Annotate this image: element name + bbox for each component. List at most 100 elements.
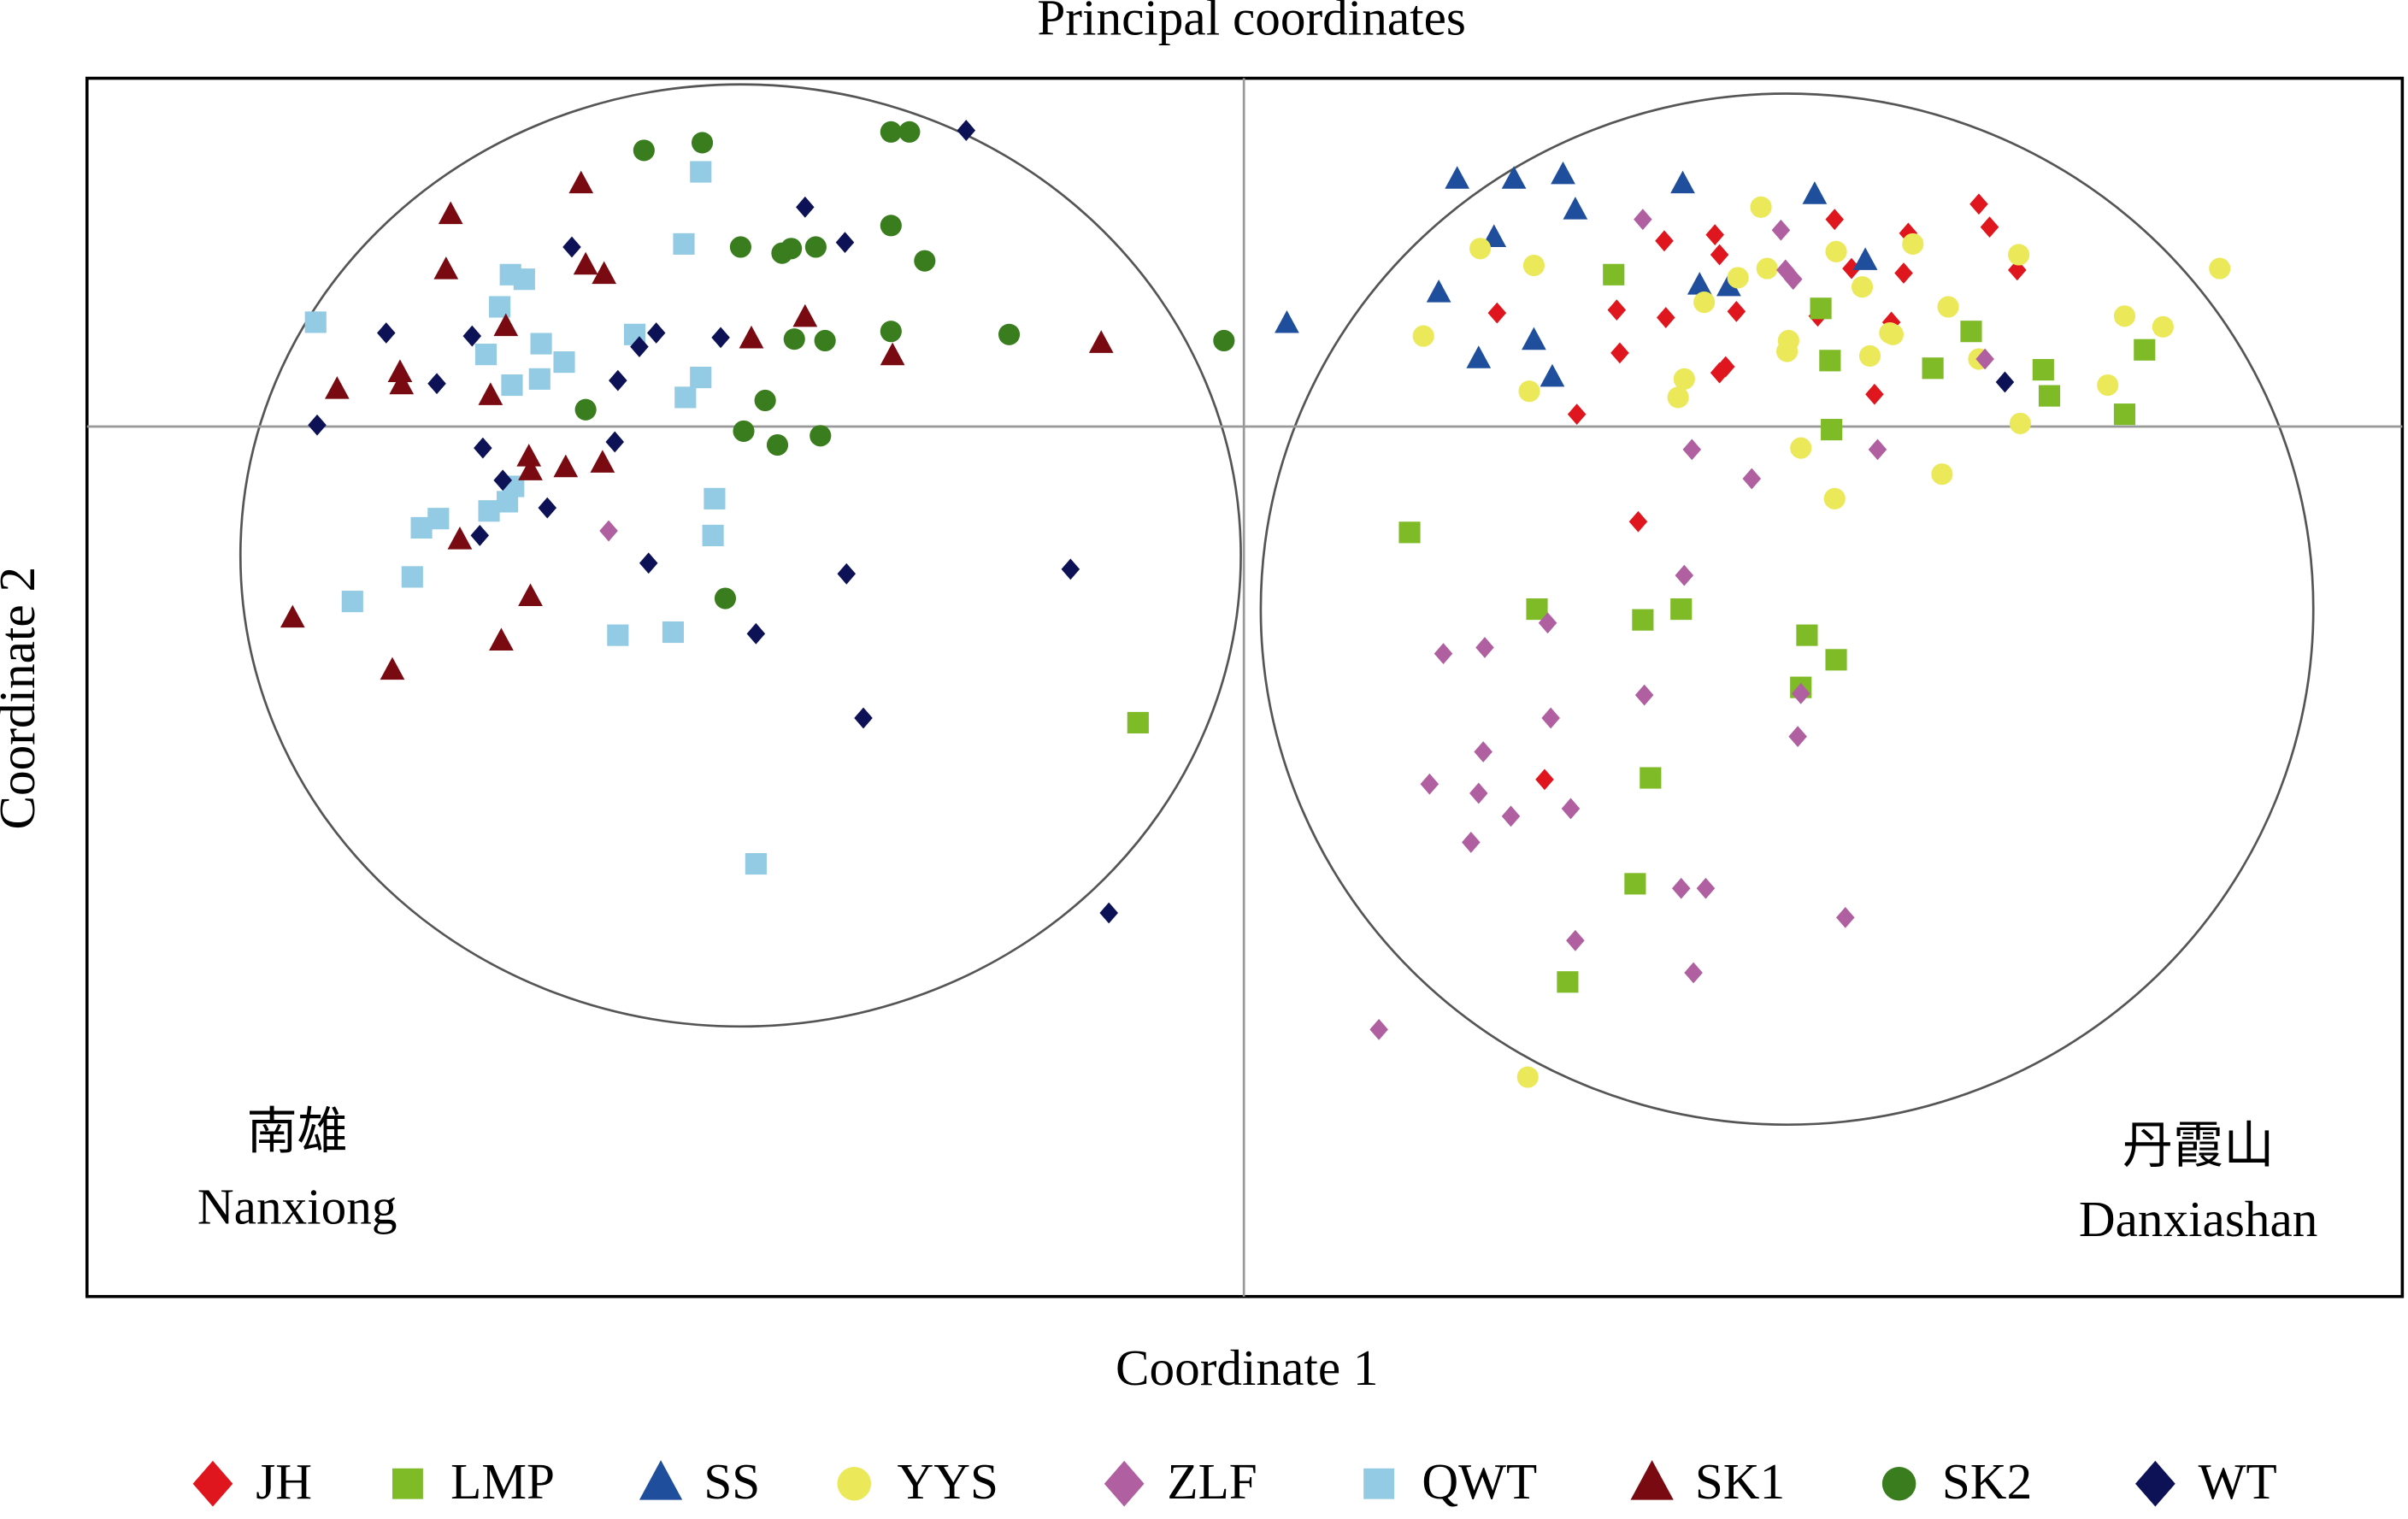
data-point bbox=[1922, 357, 1944, 380]
data-point bbox=[1796, 624, 1818, 646]
legend-marker bbox=[837, 1466, 871, 1501]
data-point bbox=[518, 457, 543, 480]
data-point bbox=[1632, 609, 1654, 631]
data-point bbox=[304, 311, 327, 333]
data-point bbox=[835, 232, 855, 253]
data-point bbox=[745, 852, 767, 875]
data-point bbox=[474, 437, 492, 459]
data-point bbox=[1412, 325, 1434, 347]
data-point bbox=[380, 656, 405, 680]
data-point bbox=[1561, 798, 1581, 820]
data-point bbox=[1426, 280, 1451, 303]
data-point bbox=[280, 604, 305, 628]
data-point bbox=[1790, 437, 1812, 459]
data-point bbox=[1469, 782, 1488, 804]
data-point bbox=[998, 323, 1021, 345]
data-point bbox=[2152, 315, 2174, 338]
data-point bbox=[1693, 291, 1716, 314]
group-ellipse bbox=[238, 83, 1242, 1028]
data-point bbox=[1969, 193, 1988, 215]
data-point bbox=[1522, 254, 1545, 277]
data-point bbox=[729, 236, 751, 258]
data-point bbox=[1995, 371, 2015, 393]
data-point bbox=[474, 344, 497, 366]
data-point bbox=[662, 621, 685, 644]
data-point bbox=[1716, 273, 1741, 297]
data-point bbox=[898, 121, 921, 143]
data-point bbox=[1776, 340, 1799, 362]
data-point bbox=[433, 256, 459, 280]
data-point bbox=[553, 351, 575, 374]
data-point bbox=[1960, 321, 1982, 343]
data-point bbox=[1516, 1066, 1539, 1088]
data-point bbox=[854, 707, 873, 729]
data-point bbox=[478, 382, 503, 405]
data-point bbox=[1603, 263, 1625, 286]
data-point bbox=[1398, 521, 1421, 544]
data-point bbox=[1501, 166, 1527, 189]
data-point bbox=[497, 491, 519, 513]
data-point bbox=[1825, 649, 1847, 671]
data-point bbox=[630, 336, 649, 358]
data-point bbox=[1825, 240, 1847, 262]
data-point bbox=[562, 236, 581, 258]
data-point bbox=[1061, 558, 1080, 580]
data-point bbox=[1634, 209, 1652, 231]
data-point bbox=[1535, 768, 1554, 791]
annotation: 丹霞山 bbox=[2122, 1117, 2275, 1174]
data-point bbox=[1931, 463, 1953, 486]
legend-marker bbox=[1630, 1460, 1674, 1500]
data-point bbox=[1980, 216, 1999, 238]
data-point bbox=[1673, 368, 1695, 390]
data-point bbox=[1791, 682, 1810, 704]
data-point bbox=[2008, 244, 2030, 266]
data-point bbox=[1771, 219, 1791, 241]
data-point bbox=[1825, 209, 1844, 231]
data-point bbox=[1088, 330, 1114, 353]
data-point bbox=[766, 433, 789, 456]
data-point bbox=[1687, 272, 1712, 295]
data-point bbox=[814, 329, 836, 352]
data-point bbox=[754, 389, 776, 412]
data-point bbox=[691, 132, 714, 154]
data-point bbox=[1865, 383, 1884, 405]
data-point bbox=[401, 566, 423, 588]
data-point bbox=[1836, 906, 1855, 928]
data-point bbox=[704, 487, 726, 509]
legend-label: ZLF bbox=[1167, 1453, 1257, 1510]
data-point bbox=[1705, 224, 1724, 246]
data-point bbox=[796, 196, 815, 218]
data-point bbox=[1823, 487, 1846, 509]
data-point bbox=[690, 366, 712, 389]
data-point bbox=[880, 121, 902, 143]
data-point bbox=[1802, 181, 1828, 204]
data-point bbox=[1624, 873, 1646, 895]
data-point bbox=[1657, 307, 1675, 328]
data-point bbox=[633, 139, 655, 162]
data-point bbox=[1469, 238, 1492, 260]
data-point bbox=[1522, 327, 1546, 350]
data-point bbox=[518, 583, 543, 607]
data-point bbox=[1541, 707, 1560, 729]
data-point bbox=[1894, 262, 1913, 284]
data-point bbox=[341, 591, 363, 613]
data-point bbox=[1821, 419, 1843, 441]
data-point bbox=[880, 342, 905, 366]
legend-marker bbox=[1363, 1468, 1395, 1499]
data-point bbox=[690, 161, 712, 183]
legend-label: LMP bbox=[450, 1453, 555, 1510]
data-point bbox=[1670, 170, 1695, 194]
data-point bbox=[1851, 276, 1874, 298]
data-point bbox=[880, 321, 902, 343]
data-point bbox=[1667, 386, 1689, 409]
legend-label: WT bbox=[2199, 1453, 2277, 1510]
data-point bbox=[1369, 1019, 1388, 1040]
data-point bbox=[410, 516, 433, 539]
data-point bbox=[1462, 832, 1481, 853]
data-point bbox=[1213, 329, 1235, 352]
data-point bbox=[804, 236, 827, 258]
data-point bbox=[609, 369, 627, 392]
data-point bbox=[739, 325, 764, 349]
legend-label: SS bbox=[704, 1453, 760, 1510]
